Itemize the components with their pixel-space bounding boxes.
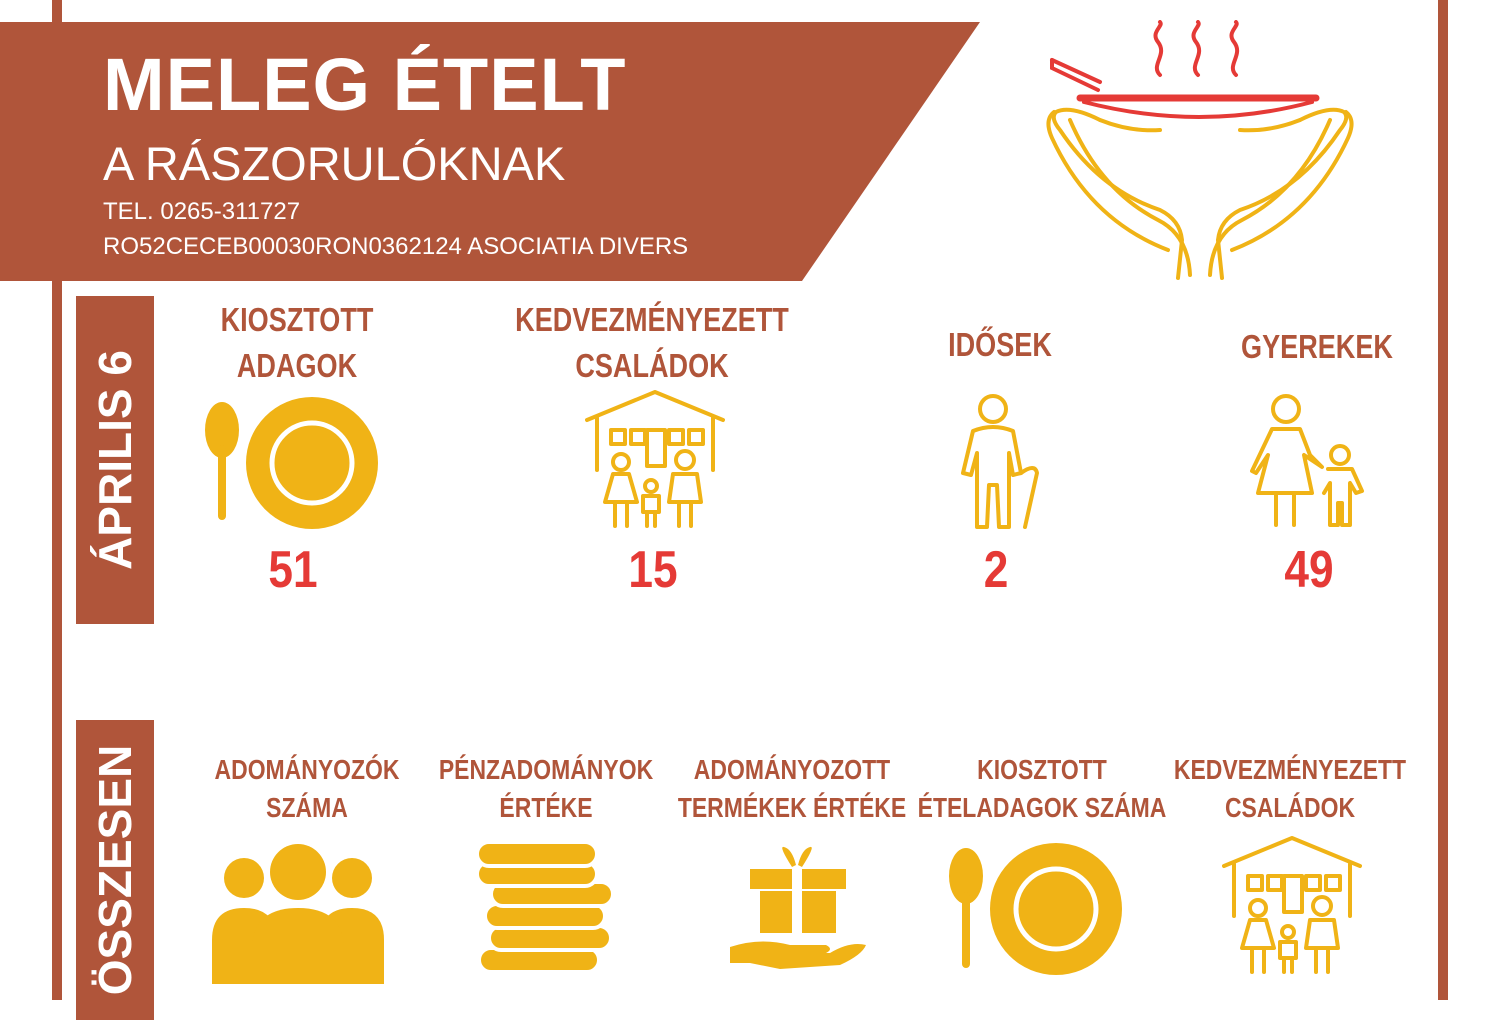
value-served: 51	[268, 541, 318, 599]
phone-number: TEL. 0265-311727	[103, 198, 301, 225]
total-category-money: PÉNZADOMÁNYOK ÉRTÉKE	[439, 751, 653, 827]
frame-right-border	[1438, 0, 1448, 1000]
value-families: 15	[628, 541, 678, 599]
total-category-families: KEDVEZMÉNYEZETT CSALÁDOK	[1174, 751, 1406, 827]
value-elderly: 2	[983, 541, 1009, 599]
category-line2: CSALÁDOK	[575, 347, 729, 384]
april-category-families: KEDVEZMÉNYEZETT CSALÁDOK	[515, 297, 789, 389]
bank-account: RO52CECEB00030RON0362124 ASOCIATIA DIVER…	[103, 233, 689, 260]
hands-bowl-logo-icon	[1046, 20, 1354, 280]
page-title: MELEG ÉTELT	[103, 43, 627, 126]
total-category-products: ADOMÁNYOZOTT TERMÉKEK ÉRTÉKE	[678, 751, 906, 827]
category-line1: KEDVEZMÉNYEZETT	[1173, 754, 1407, 785]
category-line1: KEDVEZMÉNYEZETT	[515, 301, 789, 338]
elderly-person-icon	[961, 394, 1039, 529]
category-line1: ADOMÁNYOZÓK	[214, 754, 400, 785]
category-line1: ADOMÁNYOZOTT	[693, 754, 891, 785]
banner-shape	[0, 22, 980, 281]
category-line2: SZÁMA	[266, 792, 348, 823]
family-house-icon	[585, 390, 725, 528]
coin-stack-icon	[475, 842, 615, 974]
april-category-served: KIOSZTOTT ADAGOK	[221, 297, 374, 389]
plate-spoon-icon	[949, 843, 1122, 975]
category-line1: KIOSZTOTT	[977, 754, 1107, 785]
category-line2: ADAGOK	[236, 347, 358, 384]
people-group-icon	[212, 844, 384, 984]
april-category-elderly: IDŐSEK	[948, 322, 1052, 368]
category-line2: ÉRTÉKE	[499, 792, 593, 823]
parent-child-icon	[1250, 394, 1364, 527]
plate-spoon-icon	[205, 397, 378, 529]
category-line1: GYEREKEK	[1241, 328, 1393, 365]
category-line2: ÉTELADAGOK SZÁMA	[917, 792, 1167, 823]
page-subtitle: A RÁSZORULÓKNAK	[103, 137, 566, 190]
category-line1: PÉNZADOMÁNYOK	[438, 754, 654, 785]
category-line2: CSALÁDOK	[1224, 792, 1356, 823]
section-label-total-text: ÖSSZESEN	[89, 744, 141, 996]
total-category-portions: KIOSZTOTT ÉTELADAGOK SZÁMA	[918, 751, 1167, 827]
section-label-april-text: ÁPRILIS 6	[89, 350, 141, 570]
april-category-children: GYEREKEK	[1241, 324, 1393, 370]
total-category-donors: ADOMÁNYOZÓK SZÁMA	[215, 751, 400, 827]
gift-hand-icon	[730, 846, 866, 969]
section-label-total: ÖSSZESEN	[76, 720, 154, 1020]
frame-left-border	[52, 0, 62, 1000]
header-banner	[0, 22, 980, 281]
family-house-icon	[1222, 836, 1362, 974]
category-line1: KIOSZTOTT	[220, 301, 374, 338]
value-children: 49	[1284, 541, 1334, 599]
category-line1: IDŐSEK	[948, 326, 1052, 363]
category-line2: TERMÉKEK ÉRTÉKE	[677, 792, 907, 823]
section-label-april: ÁPRILIS 6	[76, 296, 154, 624]
